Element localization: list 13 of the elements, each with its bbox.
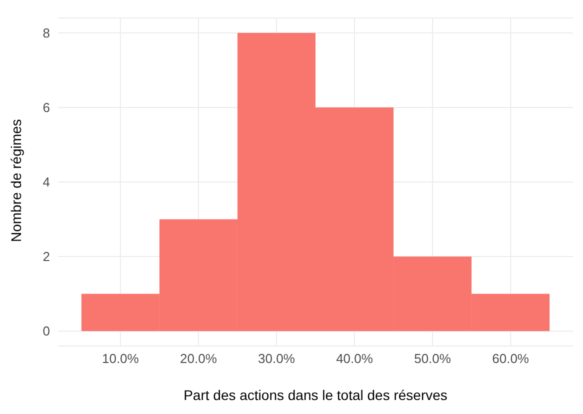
x-axis-title: Part des actions dans le total des réserves [184,387,448,403]
y-tick-label: 2 [42,249,50,264]
y-axis-title: Nombre de régimes [8,119,24,242]
y-tick-label: 6 [42,100,50,116]
x-tick-label: 50.0% [414,351,452,366]
x-tick-label: 10.0% [102,351,140,366]
x-tick-label: 30.0% [258,351,296,366]
x-tick-label: 40.0% [336,351,374,366]
y-tick-label: 8 [42,26,50,41]
x-tick-label: 20.0% [180,351,218,366]
x-tick-label: 60.0% [492,351,530,366]
y-tick-label: 4 [42,174,50,190]
y-tick-label: 0 [42,324,50,339]
